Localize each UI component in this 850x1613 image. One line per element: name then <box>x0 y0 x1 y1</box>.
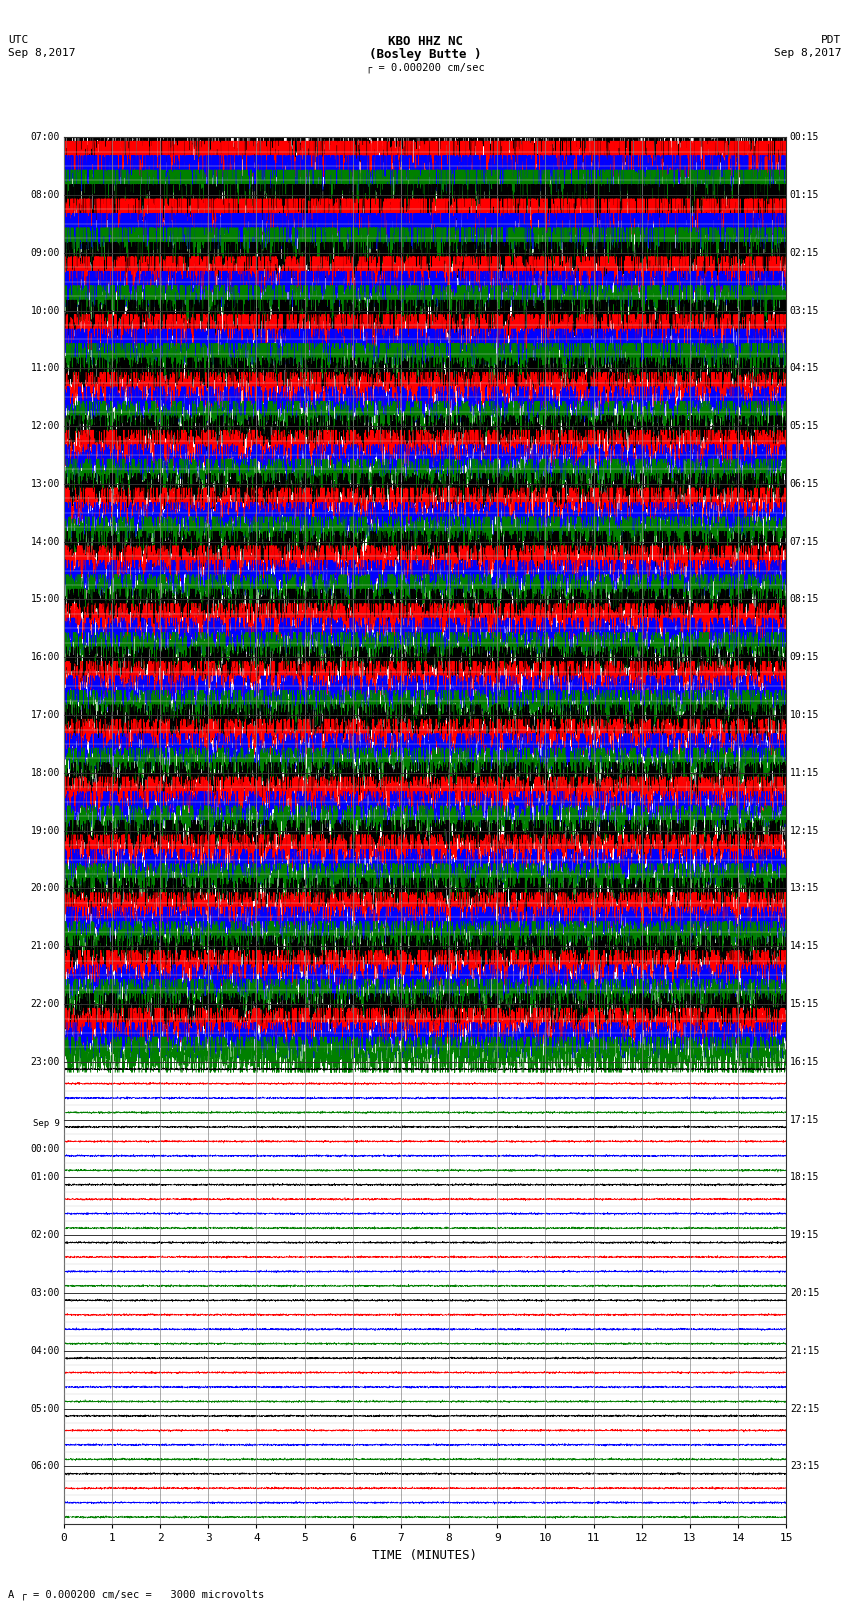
Text: 15:15: 15:15 <box>790 998 819 1010</box>
Text: 07:15: 07:15 <box>790 537 819 547</box>
Text: 20:00: 20:00 <box>31 884 60 894</box>
Text: 21:00: 21:00 <box>31 942 60 952</box>
Text: 04:00: 04:00 <box>31 1345 60 1357</box>
Text: 10:15: 10:15 <box>790 710 819 719</box>
Text: 19:15: 19:15 <box>790 1231 819 1240</box>
Text: Sep 9: Sep 9 <box>33 1119 60 1127</box>
Text: ┌ = 0.000200 cm/sec: ┌ = 0.000200 cm/sec <box>366 63 484 74</box>
Text: 13:00: 13:00 <box>31 479 60 489</box>
Text: 04:15: 04:15 <box>790 363 819 373</box>
Text: 01:00: 01:00 <box>31 1173 60 1182</box>
Text: 00:15: 00:15 <box>790 132 819 142</box>
Text: 00:00: 00:00 <box>31 1144 60 1153</box>
Text: 08:15: 08:15 <box>790 595 819 605</box>
Text: 01:15: 01:15 <box>790 190 819 200</box>
Text: 12:00: 12:00 <box>31 421 60 431</box>
Text: 20:15: 20:15 <box>790 1289 819 1298</box>
Text: 22:15: 22:15 <box>790 1403 819 1413</box>
Text: Sep 8,2017: Sep 8,2017 <box>774 48 842 58</box>
Text: 05:00: 05:00 <box>31 1403 60 1413</box>
Text: 03:15: 03:15 <box>790 305 819 316</box>
Text: 19:00: 19:00 <box>31 826 60 836</box>
Text: 17:15: 17:15 <box>790 1115 819 1124</box>
Text: 11:15: 11:15 <box>790 768 819 777</box>
Text: 10:00: 10:00 <box>31 305 60 316</box>
Text: 21:15: 21:15 <box>790 1345 819 1357</box>
Text: Sep 8,2017: Sep 8,2017 <box>8 48 76 58</box>
Text: 08:00: 08:00 <box>31 190 60 200</box>
Text: 02:15: 02:15 <box>790 248 819 258</box>
Text: 18:00: 18:00 <box>31 768 60 777</box>
Text: 09:00: 09:00 <box>31 248 60 258</box>
Text: 02:00: 02:00 <box>31 1231 60 1240</box>
X-axis label: TIME (MINUTES): TIME (MINUTES) <box>372 1548 478 1561</box>
Text: 23:15: 23:15 <box>790 1461 819 1471</box>
Text: PDT: PDT <box>821 35 842 45</box>
Text: 11:00: 11:00 <box>31 363 60 373</box>
Text: (Bosley Butte ): (Bosley Butte ) <box>369 48 481 61</box>
Text: 07:00: 07:00 <box>31 132 60 142</box>
Text: 14:15: 14:15 <box>790 942 819 952</box>
Text: 18:15: 18:15 <box>790 1173 819 1182</box>
Text: 17:00: 17:00 <box>31 710 60 719</box>
Text: 15:00: 15:00 <box>31 595 60 605</box>
Text: KBO HHZ NC: KBO HHZ NC <box>388 35 462 48</box>
Text: 14:00: 14:00 <box>31 537 60 547</box>
Text: 06:00: 06:00 <box>31 1461 60 1471</box>
Text: 16:00: 16:00 <box>31 652 60 663</box>
Text: 03:00: 03:00 <box>31 1289 60 1298</box>
Text: 12:15: 12:15 <box>790 826 819 836</box>
Text: 23:00: 23:00 <box>31 1057 60 1066</box>
Text: 09:15: 09:15 <box>790 652 819 663</box>
Text: UTC: UTC <box>8 35 29 45</box>
Text: 22:00: 22:00 <box>31 998 60 1010</box>
Text: 13:15: 13:15 <box>790 884 819 894</box>
Text: 16:15: 16:15 <box>790 1057 819 1066</box>
Text: 05:15: 05:15 <box>790 421 819 431</box>
Text: 06:15: 06:15 <box>790 479 819 489</box>
Text: A ┌ = 0.000200 cm/sec =   3000 microvolts: A ┌ = 0.000200 cm/sec = 3000 microvolts <box>8 1589 264 1600</box>
